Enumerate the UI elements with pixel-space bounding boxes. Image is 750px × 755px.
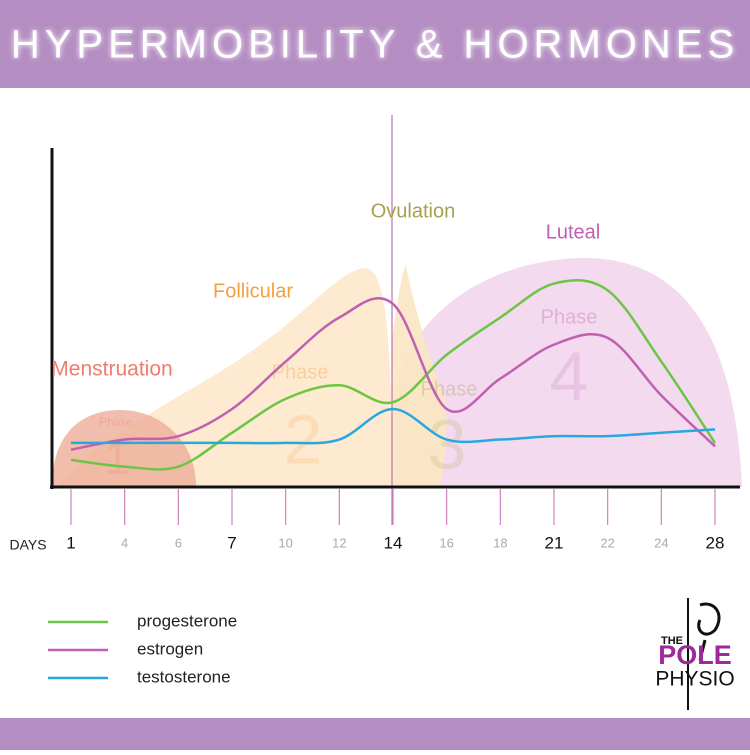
x-tick-label: 4 (121, 535, 128, 550)
x-axis-label: DAYS (9, 537, 46, 553)
series-line (70, 279, 717, 471)
x-tick-label: 14 (384, 533, 403, 552)
phase-4-shape (395, 257, 742, 487)
phase-name: Menstruation (51, 358, 172, 381)
phase-1-shape (52, 410, 196, 487)
phase-name: Luteal (546, 221, 601, 243)
x-tick-label: 10 (278, 535, 292, 550)
x-tick-label: 21 (545, 533, 564, 552)
phase-number: 2 (284, 400, 323, 478)
header-band (0, 0, 750, 88)
phase-label: Phase (272, 361, 329, 383)
series-line (71, 407, 716, 445)
phase-label: Phase (99, 415, 133, 429)
series-line (70, 297, 716, 451)
phase-name: Ovulation (371, 200, 456, 222)
legend-label: testosterone (137, 667, 231, 686)
x-tick-label: 28 (706, 533, 725, 552)
legend-label: progesterone (137, 611, 237, 630)
phase-label: Phase (541, 306, 598, 328)
x-tick-label: 6 (175, 535, 182, 550)
x-tick-label: 18 (493, 535, 507, 550)
x-tick-label: 22 (600, 535, 614, 550)
footer-band (0, 718, 750, 750)
logo-text: PHYSIO (655, 668, 734, 691)
logo-text: THE (661, 635, 683, 647)
x-tick-label: 7 (227, 533, 236, 552)
logo-figure (697, 602, 721, 661)
x-tick-label: 24 (654, 535, 668, 550)
legend-label: estrogen (137, 639, 203, 658)
x-tick-label: 1 (66, 533, 75, 552)
title: HYPERMOBILITY & HORMONES (11, 23, 739, 67)
x-tick-label: 16 (439, 535, 453, 550)
phase-number: 3 (428, 405, 467, 483)
x-tick-label: 12 (332, 535, 346, 550)
logo-text: POLE (658, 640, 732, 670)
phase-number: 4 (550, 337, 589, 415)
phase-name: Follicular (213, 280, 293, 302)
